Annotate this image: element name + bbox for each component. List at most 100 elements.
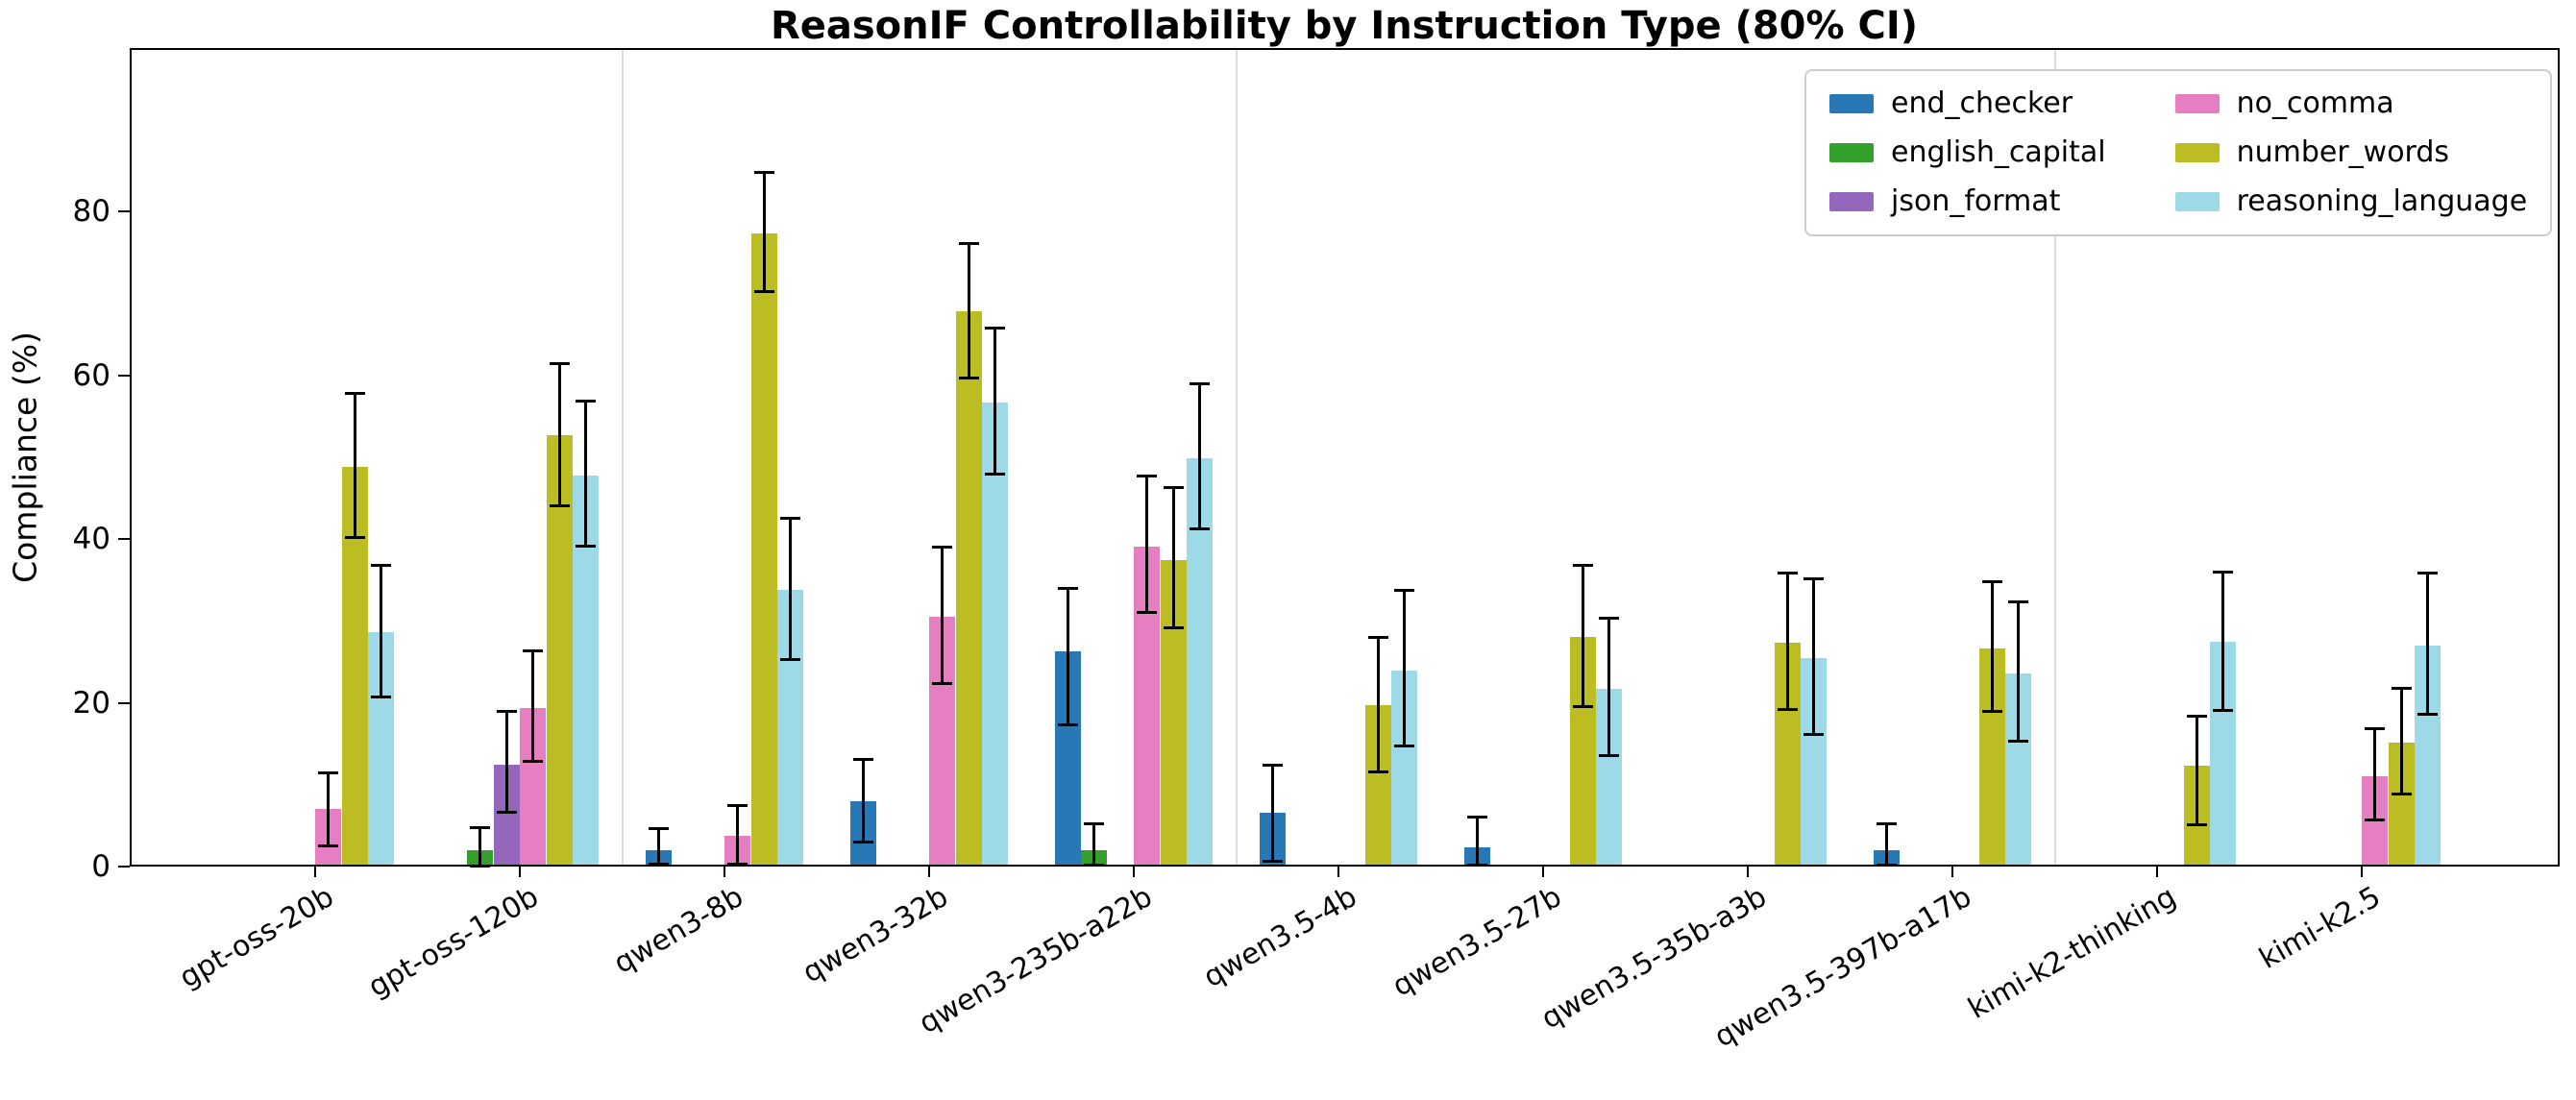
- error-bar-cap-bottom: [1572, 704, 1593, 708]
- x-tick-mark: [1951, 867, 1953, 877]
- error-bar-line: [1607, 618, 1611, 756]
- legend-item-number_words: number_words: [2174, 135, 2528, 170]
- error-bar-cap-bottom: [1981, 710, 2002, 714]
- error-bar-cap-bottom: [727, 862, 748, 866]
- family-separator-line: [2053, 48, 2056, 867]
- error-bar-cap-top: [318, 770, 339, 774]
- error-bar-cap-bottom: [1599, 754, 1620, 758]
- error-bar-line: [353, 393, 356, 538]
- error-bar-cap-bottom: [1057, 723, 1078, 727]
- error-bar-cap-bottom: [2008, 740, 2029, 744]
- error-bar-cap-top: [1599, 617, 1620, 621]
- error-bar-line: [1198, 383, 1202, 529]
- error-bar-cap-top: [932, 546, 953, 550]
- bar-number_words-qwen3-32b: [955, 311, 982, 867]
- error-bar-cap-top: [1803, 577, 1825, 581]
- legend-swatch-no_comma: [2174, 94, 2220, 113]
- y-tick-label: 60: [72, 357, 110, 393]
- y-tick-mark: [118, 701, 130, 704]
- legend-label-end_checker: end_checker: [1891, 86, 2073, 120]
- error-bar-cap-top: [1876, 822, 1897, 826]
- bar-reasoning_language-qwen3-32b: [982, 402, 1008, 867]
- chart-title: ReasonIF Controllability by Instruction …: [770, 4, 1919, 48]
- error-bar-line: [1066, 588, 1069, 725]
- error-bar-cap-bottom: [753, 289, 774, 293]
- error-bar-line: [557, 363, 561, 506]
- error-bar-cap-bottom: [523, 760, 544, 764]
- error-bar-cap-top: [1084, 822, 1105, 826]
- error-bar-cap-bottom: [2417, 713, 2439, 717]
- error-bar-cap-bottom: [318, 844, 339, 848]
- error-bar-line: [504, 711, 508, 813]
- error-bar-cap-top: [523, 648, 544, 652]
- x-tick-mark: [1542, 867, 1544, 877]
- error-bar-cap-top: [727, 804, 748, 808]
- legend: end_checker no_comma english_capital number…: [1804, 69, 2553, 236]
- x-tick-label-qwen3.5-4b: qwen3.5-4b: [1198, 880, 1363, 995]
- error-bar-cap-top: [1057, 586, 1078, 590]
- y-tick-mark: [118, 866, 130, 868]
- x-tick-label-qwen3-8b: qwen3-8b: [607, 880, 749, 981]
- error-bar-line: [967, 243, 970, 379]
- error-bar-cap-bottom: [549, 503, 570, 507]
- error-bar-cap-bottom: [2365, 818, 2386, 821]
- x-tick-label-qwen3-32b: qwen3-32b: [797, 880, 954, 990]
- error-bar-cap-top: [2186, 714, 2207, 718]
- error-bar-line: [1581, 565, 1584, 706]
- legend-label-json_format: json_format: [1891, 184, 2061, 218]
- error-bar-line: [2017, 601, 2021, 742]
- y-tick-label: 20: [72, 685, 110, 721]
- error-bar-cap-top: [2391, 686, 2412, 690]
- error-bar-cap-bottom: [932, 681, 953, 685]
- error-bar-line: [1376, 637, 1380, 772]
- error-bar-line: [1990, 581, 1994, 712]
- legend-swatch-reasoning_language: [2174, 192, 2220, 211]
- error-bar-cap-bottom: [576, 544, 597, 548]
- x-tick-mark: [2361, 867, 2363, 877]
- error-bar-cap-bottom: [1137, 611, 1158, 615]
- family-separator-line: [1235, 48, 1238, 867]
- error-bar-line: [789, 518, 793, 660]
- x-tick-mark: [1133, 867, 1135, 877]
- error-bar-cap-top: [1777, 571, 1798, 574]
- legend-swatch-json_format: [1829, 192, 1874, 211]
- y-tick-mark: [118, 374, 130, 377]
- error-bar-cap-bottom: [780, 657, 801, 661]
- x-tick-label-gpt-oss-120b: gpt-oss-120b: [362, 880, 545, 1005]
- error-bar-cap-top: [1190, 381, 1211, 385]
- error-bar-cap-bottom: [1084, 863, 1105, 867]
- error-bar-cap-top: [1466, 816, 1487, 819]
- error-bar-cap-bottom: [344, 535, 365, 539]
- error-bar-line: [762, 172, 766, 292]
- x-tick-mark: [314, 867, 316, 877]
- error-bar-cap-top: [1367, 635, 1388, 639]
- legend-item-no_comma: no_comma: [2174, 86, 2528, 121]
- x-tick-mark: [1747, 867, 1749, 877]
- error-bar-cap-top: [470, 825, 491, 829]
- error-bar-line: [531, 650, 535, 762]
- error-bar-cap-top: [576, 399, 597, 403]
- plot-area: [130, 48, 2560, 868]
- error-bar-line: [584, 401, 588, 546]
- error-bar-cap-bottom: [648, 862, 669, 866]
- error-bar-line: [736, 805, 740, 865]
- error-bar-cap-top: [985, 326, 1006, 330]
- y-tick-mark: [118, 210, 130, 213]
- error-bar-line: [861, 759, 865, 843]
- legend-item-english_capital: english_capital: [1829, 135, 2106, 170]
- error-bar-cap-top: [1137, 475, 1158, 478]
- error-bar-line: [2426, 573, 2430, 715]
- error-bar-cap-bottom: [1876, 863, 1897, 867]
- error-bar-cap-bottom: [1777, 707, 1798, 711]
- x-tick-label-gpt-oss-20b: gpt-oss-20b: [174, 880, 340, 995]
- error-bar-line: [2221, 572, 2225, 711]
- error-bar-cap-bottom: [2186, 823, 2207, 827]
- error-bar-cap-top: [2365, 726, 2386, 730]
- legend-label-english_capital: english_capital: [1891, 135, 2106, 169]
- error-bar-line: [327, 772, 331, 846]
- y-tick-mark: [118, 538, 130, 541]
- error-bar-line: [1270, 765, 1274, 862]
- error-bar-line: [1403, 590, 1407, 746]
- x-tick-mark: [724, 867, 725, 877]
